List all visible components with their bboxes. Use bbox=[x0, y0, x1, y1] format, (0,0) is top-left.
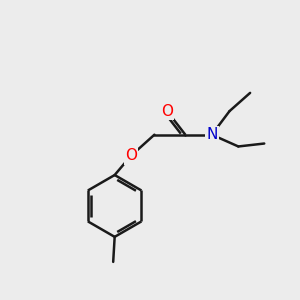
Text: O: O bbox=[125, 148, 137, 164]
Text: N: N bbox=[206, 127, 218, 142]
Text: O: O bbox=[161, 103, 173, 118]
